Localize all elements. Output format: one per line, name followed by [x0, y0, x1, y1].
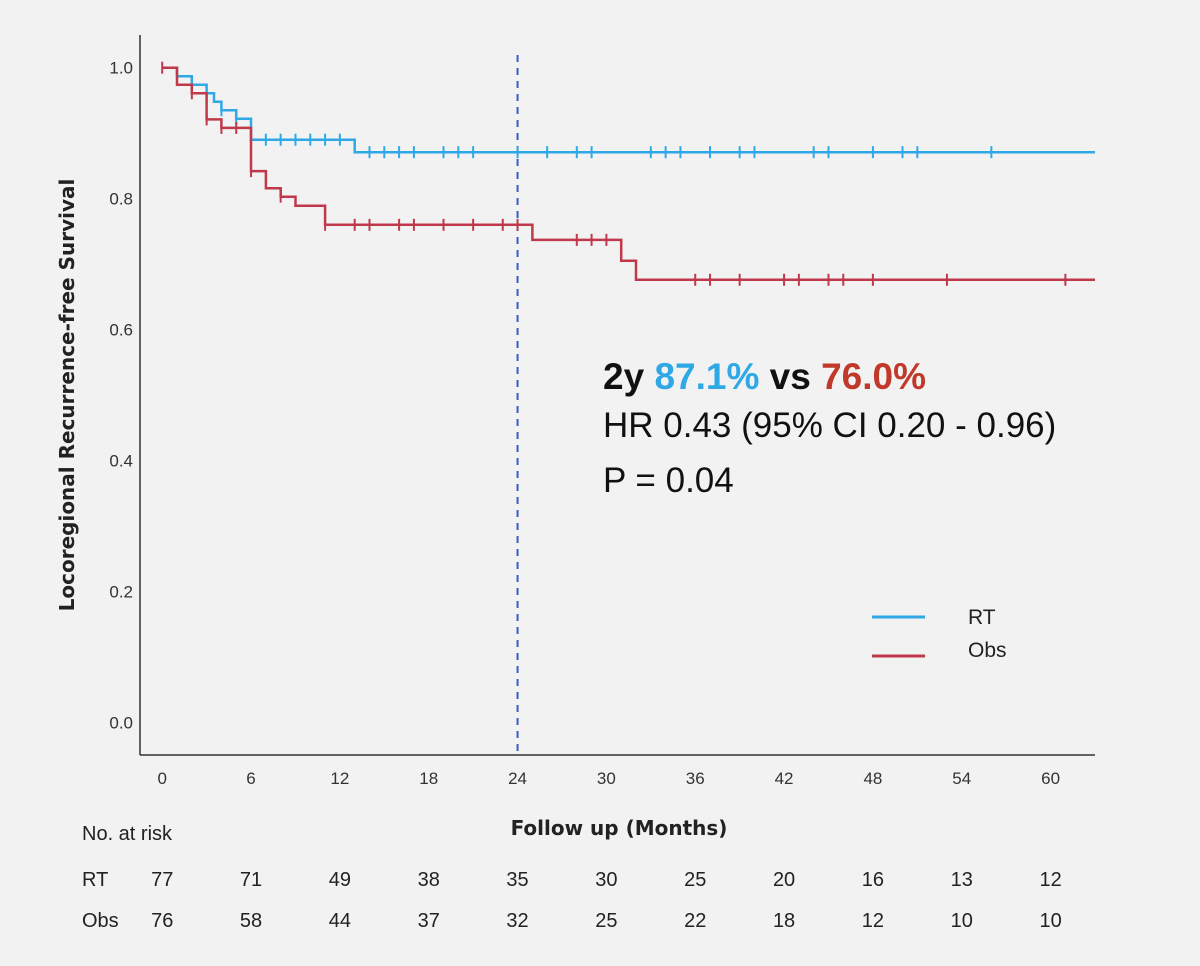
ann-vs: vs: [759, 356, 822, 397]
risk-value-obs: 22: [684, 910, 706, 932]
result-annotation: 2y 87.1% vs 76.0% HR 0.43 (95% CI 0.20 -…: [603, 358, 1056, 518]
x-tick-label: 24: [508, 769, 527, 788]
y-tick-label: 0.8: [109, 190, 133, 209]
risk-value-obs: 18: [773, 910, 795, 932]
series-rt: [162, 66, 1095, 159]
risk-table-title: No. at risk: [82, 823, 173, 845]
risk-value-rt: 38: [418, 869, 440, 891]
risk-row-label-rt: RT: [82, 869, 108, 891]
x-axis-title: Follow up (Months): [511, 816, 728, 840]
risk-value-obs: 25: [595, 910, 617, 932]
x-tick-label: 48: [863, 769, 882, 788]
risk-value-rt: 16: [862, 869, 884, 891]
risk-value-rt: 25: [684, 869, 706, 891]
p-value: P = 0.04: [603, 463, 1056, 518]
y-axis-title: Locoregional Recurrence-free Survival: [55, 179, 79, 612]
risk-row-label-obs: Obs: [82, 910, 119, 932]
survival-curve-obs: [162, 66, 1095, 282]
risk-value-obs: 58: [240, 910, 262, 932]
legend-label-rt: RT: [968, 606, 996, 629]
legend: RT Obs: [872, 606, 1007, 662]
p-value-text: P = 0.04: [603, 461, 734, 500]
risk-value-rt: 49: [329, 869, 351, 891]
x-tick-label: 12: [330, 769, 349, 788]
x-tick-label: 54: [952, 769, 971, 788]
risk-value-obs: 76: [151, 910, 173, 932]
risk-value-obs: 44: [329, 910, 351, 932]
risk-value-obs: 12: [862, 910, 884, 932]
x-tick-label: 36: [686, 769, 705, 788]
risk-value-rt: 20: [773, 869, 795, 891]
risk-value-obs: 10: [951, 910, 973, 932]
tick-layer: 0.0 0.2 0.4 0.6 0.8 1.0 0 6 12 18 24 30 36 42 48 54 60: [109, 59, 1060, 788]
x-tick-label: 30: [597, 769, 616, 788]
hazard-ratio: HR 0.43 (95% CI 0.20 - 0.96): [603, 408, 1056, 463]
risk-value-obs: 10: [1039, 910, 1061, 932]
obs-two-year-rate: 76.0%: [821, 356, 926, 397]
survival-curve-rt: [162, 66, 1095, 154]
risk-value-rt: 35: [506, 869, 528, 891]
y-tick-label: 0.4: [109, 451, 133, 470]
risk-value-rt: 77: [151, 869, 173, 891]
y-tick-label: 0.2: [109, 582, 133, 601]
two-year-rates: 2y 87.1% vs 76.0%: [603, 358, 1056, 408]
legend-label-obs: Obs: [968, 639, 1007, 662]
risk-value-rt: 71: [240, 869, 262, 891]
rt-two-year-rate: 87.1%: [654, 356, 760, 397]
axes: [139, 35, 1095, 756]
hazard-ratio-text: HR 0.43 (95% CI 0.20 - 0.96): [603, 406, 1057, 445]
series-layer: [161, 61, 1095, 286]
x-tick-label: 18: [419, 769, 438, 788]
risk-value-rt: 12: [1039, 869, 1061, 891]
x-tick-label: 42: [775, 769, 794, 788]
ann-prefix: 2y: [603, 356, 655, 397]
x-tick-label: 6: [246, 769, 255, 788]
y-tick-label: 0.0: [109, 713, 133, 732]
risk-values: 77 71 49 38 35 30 25 20 16 13 12 76 58 44 37 32 25 22 18 12…: [151, 869, 1062, 932]
risk-value-rt: 13: [951, 869, 973, 891]
x-tick-label: 60: [1041, 769, 1060, 788]
series-obs: [161, 61, 1095, 286]
y-tick-label: 0.6: [109, 321, 133, 340]
y-tick-label: 1.0: [109, 59, 133, 78]
risk-value-obs: 37: [418, 910, 440, 932]
risk-value-rt: 30: [595, 869, 617, 891]
risk-table: No. at risk RT Obs 77 71 49 38 35 30 25 20 16 13 1…: [82, 823, 1062, 932]
x-tick-label: 0: [157, 769, 166, 788]
risk-value-obs: 32: [506, 910, 528, 932]
